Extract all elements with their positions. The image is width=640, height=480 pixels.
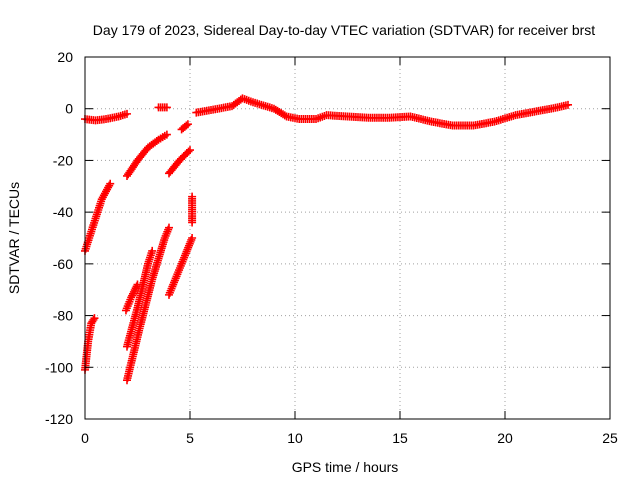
x-tick-label: 10 [287,430,303,446]
data-point [564,100,572,109]
data-point [129,287,138,296]
data-point [182,121,191,130]
x-tick-label: 25 [602,430,618,446]
x-tick-label: 20 [497,430,513,446]
x-tick-label: 5 [186,430,194,446]
y-tick-label: -80 [53,308,73,324]
data-point [89,315,98,324]
x-tick-label: 15 [392,430,408,446]
data-point [165,223,173,232]
plot-frame [84,56,611,420]
y-tick-label: -100 [45,359,73,375]
data-point [280,111,289,120]
data-point [162,103,171,112]
x-axis-label: GPS time / hours [292,459,399,475]
data-point [127,293,136,302]
data-point [184,147,193,156]
data-point [188,234,197,242]
data-point [129,289,137,298]
y-axis-label: SDTVAR / TECUs [6,182,22,294]
data-point [186,146,194,155]
data-point [106,179,115,188]
y-tick-label: -40 [53,204,73,220]
chart-title: Day 179 of 2023, Sidereal Day-to-day VTE… [93,22,595,38]
data-point [148,246,157,255]
data-point [183,120,192,129]
y-tick-label: -120 [45,411,73,427]
data-points [81,94,572,385]
axis-ticks: 0 5 10 15 20 25 -120 -100 -80 -60 -40 -20 0 20 [45,49,618,446]
data-point [123,109,131,118]
y-tick-label: -60 [53,256,73,272]
y-tick-label: 20 [57,49,73,65]
x-tick-label: 0 [81,430,89,446]
y-tick-label: 0 [65,101,73,117]
data-point [188,218,197,227]
data-point [128,291,137,300]
y-tick-label: -20 [53,152,73,168]
data-point [162,130,171,139]
data-point [90,314,99,323]
data-point [130,286,139,295]
